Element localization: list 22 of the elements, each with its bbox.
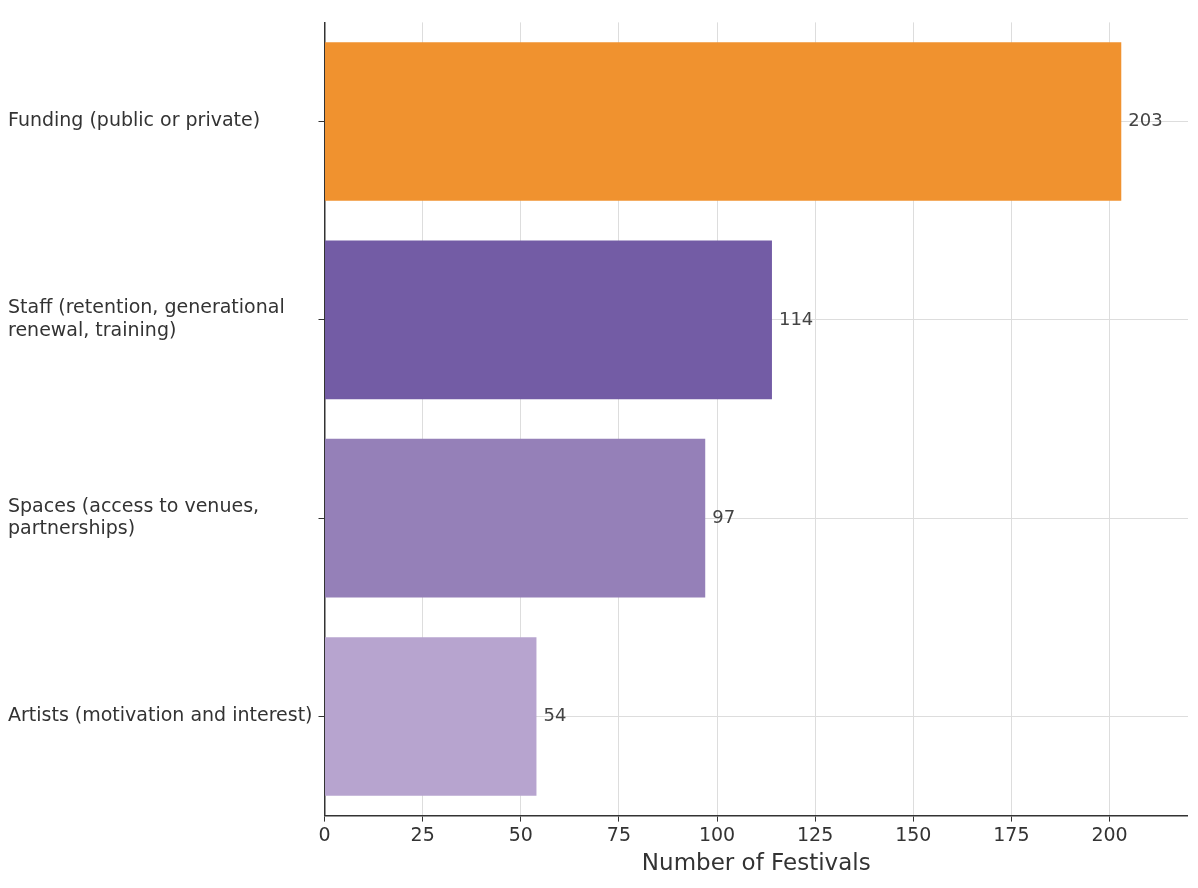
y-tick-label: Staff (retention, generational renewal, training)	[8, 295, 285, 341]
x-tick-label: 175	[993, 822, 1030, 845]
x-tick-label: 0	[318, 822, 331, 845]
y-tick-label: Spaces (access to venues, partnerships)	[8, 493, 260, 539]
x-tick-label: 125	[797, 822, 834, 845]
x-tick-label: 100	[698, 822, 736, 845]
y-tick-label: Artists (motivation and interest)	[8, 703, 313, 726]
data-label: 203	[1128, 109, 1163, 131]
x-tick-label: 75	[606, 822, 631, 845]
x-tick-label: 25	[410, 822, 435, 845]
bar	[325, 240, 772, 400]
x-tick-label: 50	[508, 822, 533, 845]
y-tick-label: Funding (public or private)	[8, 108, 261, 131]
x-tick-label: 200	[1091, 822, 1128, 845]
data-label: 97	[712, 505, 736, 527]
x-axis-title: Number of Festivals	[641, 849, 871, 876]
bar	[325, 438, 706, 598]
bar	[325, 637, 537, 796]
data-label: 114	[778, 307, 814, 329]
x-tick-label: 150	[895, 822, 932, 845]
bar	[325, 42, 1122, 201]
data-label: 54	[543, 704, 567, 726]
